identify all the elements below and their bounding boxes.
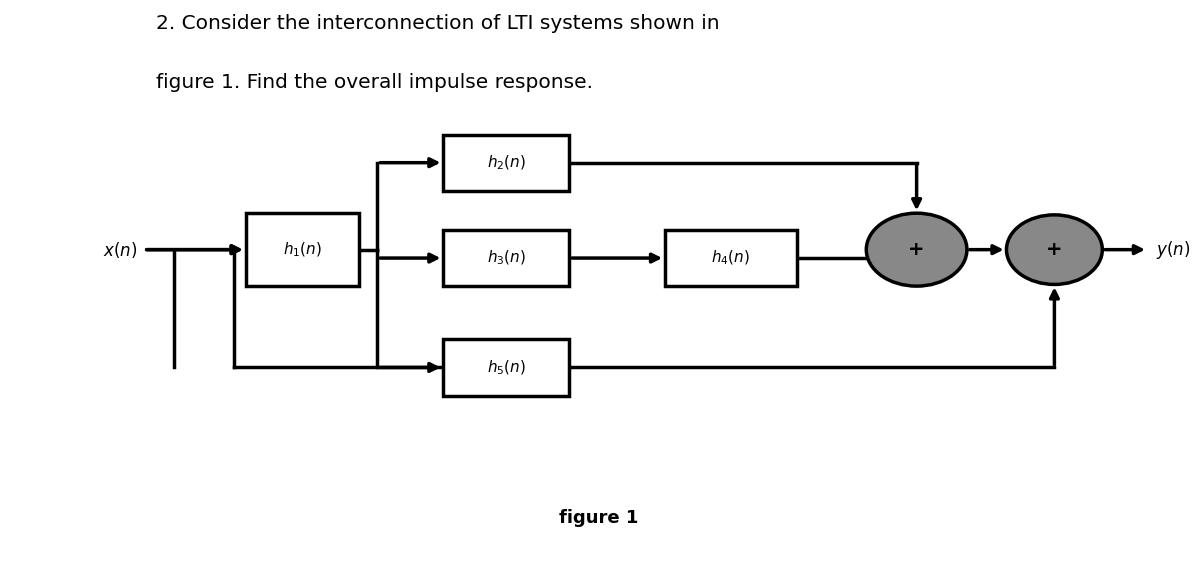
Ellipse shape	[866, 213, 967, 286]
FancyBboxPatch shape	[443, 230, 569, 286]
Text: $h_1(n)$: $h_1(n)$	[283, 241, 322, 259]
Text: $h_4(n)$: $h_4(n)$	[712, 249, 750, 267]
Text: $h_2(n)$: $h_2(n)$	[487, 154, 526, 172]
Text: $x(n)$: $x(n)$	[103, 240, 138, 260]
Text: 2. Consider the interconnection of LTI systems shown in: 2. Consider the interconnection of LTI s…	[156, 14, 719, 33]
FancyBboxPatch shape	[665, 230, 797, 286]
Text: figure 1. Find the overall impulse response.: figure 1. Find the overall impulse respo…	[156, 73, 593, 92]
FancyBboxPatch shape	[246, 213, 360, 286]
Text: $y(n)$: $y(n)$	[1157, 238, 1190, 261]
Text: +: +	[1046, 240, 1063, 259]
FancyBboxPatch shape	[443, 135, 569, 191]
Text: figure 1: figure 1	[559, 509, 638, 527]
Text: $h_3(n)$: $h_3(n)$	[487, 249, 526, 267]
Ellipse shape	[1007, 215, 1103, 284]
Text: $h_5(n)$: $h_5(n)$	[487, 358, 526, 376]
Text: +: +	[908, 240, 925, 259]
FancyBboxPatch shape	[443, 339, 569, 396]
